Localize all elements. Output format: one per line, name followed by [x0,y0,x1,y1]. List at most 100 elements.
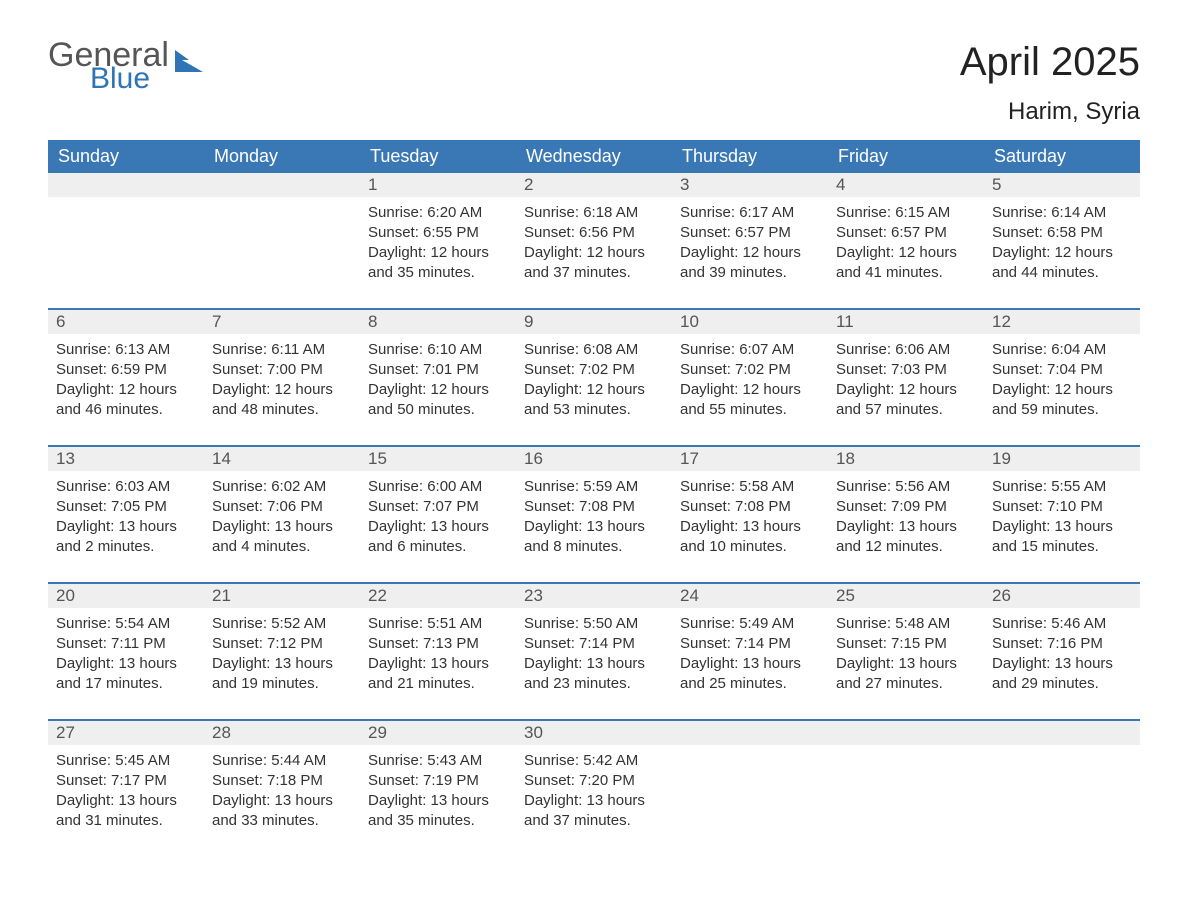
day-number [828,721,984,745]
sunrise-line: Sunrise: 5:52 AM [212,614,352,634]
daylight-line: Daylight: 12 hours and 48 minutes. [212,380,352,421]
sunrise-line: Sunrise: 6:00 AM [368,477,508,497]
daylight-line: Daylight: 13 hours and 27 minutes. [836,654,976,695]
sunset-line: Sunset: 6:57 PM [836,223,976,243]
sunrise-line: Sunrise: 6:03 AM [56,477,196,497]
day-number: 17 [672,447,828,471]
day-number: 1 [360,173,516,197]
col-wednesday: Wednesday [516,140,672,173]
calendar-day-cell: 26Sunrise: 5:46 AMSunset: 7:16 PMDayligh… [984,583,1140,720]
calendar-week-row: 13Sunrise: 6:03 AMSunset: 7:05 PMDayligh… [48,446,1140,583]
day-number: 29 [360,721,516,745]
calendar-day-cell [204,173,360,309]
logo: General Blue [48,40,205,92]
sunrise-line: Sunrise: 6:02 AM [212,477,352,497]
sunrise-line: Sunrise: 5:43 AM [368,751,508,771]
daylight-line: Daylight: 13 hours and 35 minutes. [368,791,508,832]
sunrise-line: Sunrise: 5:50 AM [524,614,664,634]
sunrise-line: Sunrise: 5:42 AM [524,751,664,771]
calendar-day-cell: 12Sunrise: 6:04 AMSunset: 7:04 PMDayligh… [984,309,1140,446]
sunrise-line: Sunrise: 6:18 AM [524,203,664,223]
day-number: 2 [516,173,672,197]
day-number: 11 [828,310,984,334]
daylight-line: Daylight: 12 hours and 55 minutes. [680,380,820,421]
day-content: Sunrise: 5:58 AMSunset: 7:08 PMDaylight:… [672,471,828,582]
day-number [984,721,1140,745]
sunset-line: Sunset: 7:12 PM [212,634,352,654]
logo-flag-icon [175,50,205,74]
day-content: Sunrise: 6:10 AMSunset: 7:01 PMDaylight:… [360,334,516,445]
daylight-line: Daylight: 12 hours and 35 minutes. [368,243,508,284]
sunrise-line: Sunrise: 6:20 AM [368,203,508,223]
day-content [672,745,828,855]
header: General Blue April 2025 [48,40,1140,92]
sunset-line: Sunset: 7:02 PM [524,360,664,380]
calendar-day-cell: 11Sunrise: 6:06 AMSunset: 7:03 PMDayligh… [828,309,984,446]
daylight-line: Daylight: 13 hours and 15 minutes. [992,517,1132,558]
day-number [672,721,828,745]
sunset-line: Sunset: 6:57 PM [680,223,820,243]
sunset-line: Sunset: 7:04 PM [992,360,1132,380]
sunrise-line: Sunrise: 6:07 AM [680,340,820,360]
calendar-day-cell: 27Sunrise: 5:45 AMSunset: 7:17 PMDayligh… [48,720,204,856]
calendar-day-cell: 18Sunrise: 5:56 AMSunset: 7:09 PMDayligh… [828,446,984,583]
calendar-day-cell: 22Sunrise: 5:51 AMSunset: 7:13 PMDayligh… [360,583,516,720]
daylight-line: Daylight: 12 hours and 44 minutes. [992,243,1132,284]
daylight-line: Daylight: 13 hours and 21 minutes. [368,654,508,695]
daylight-line: Daylight: 12 hours and 39 minutes. [680,243,820,284]
sunset-line: Sunset: 7:06 PM [212,497,352,517]
calendar-week-row: 1Sunrise: 6:20 AMSunset: 6:55 PMDaylight… [48,173,1140,309]
daylight-line: Daylight: 13 hours and 17 minutes. [56,654,196,695]
day-content: Sunrise: 6:07 AMSunset: 7:02 PMDaylight:… [672,334,828,445]
day-content: Sunrise: 6:08 AMSunset: 7:02 PMDaylight:… [516,334,672,445]
daylight-line: Daylight: 13 hours and 31 minutes. [56,791,196,832]
sunrise-line: Sunrise: 5:54 AM [56,614,196,634]
col-sunday: Sunday [48,140,204,173]
day-number: 21 [204,584,360,608]
daylight-line: Daylight: 12 hours and 41 minutes. [836,243,976,284]
calendar-day-cell: 14Sunrise: 6:02 AMSunset: 7:06 PMDayligh… [204,446,360,583]
col-monday: Monday [204,140,360,173]
day-number: 19 [984,447,1140,471]
calendar-day-cell [672,720,828,856]
col-saturday: Saturday [984,140,1140,173]
sunset-line: Sunset: 7:05 PM [56,497,196,517]
day-number: 3 [672,173,828,197]
sunrise-line: Sunrise: 5:55 AM [992,477,1132,497]
sunrise-line: Sunrise: 5:51 AM [368,614,508,634]
daylight-line: Daylight: 13 hours and 12 minutes. [836,517,976,558]
sunset-line: Sunset: 6:59 PM [56,360,196,380]
day-content: Sunrise: 5:42 AMSunset: 7:20 PMDaylight:… [516,745,672,856]
day-content: Sunrise: 5:51 AMSunset: 7:13 PMDaylight:… [360,608,516,719]
calendar-day-cell: 3Sunrise: 6:17 AMSunset: 6:57 PMDaylight… [672,173,828,309]
day-number: 22 [360,584,516,608]
day-number: 5 [984,173,1140,197]
sunset-line: Sunset: 6:55 PM [368,223,508,243]
day-number: 9 [516,310,672,334]
daylight-line: Daylight: 13 hours and 29 minutes. [992,654,1132,695]
sunrise-line: Sunrise: 6:14 AM [992,203,1132,223]
calendar-day-cell: 5Sunrise: 6:14 AMSunset: 6:58 PMDaylight… [984,173,1140,309]
sunrise-line: Sunrise: 6:11 AM [212,340,352,360]
day-content: Sunrise: 5:59 AMSunset: 7:08 PMDaylight:… [516,471,672,582]
day-number: 28 [204,721,360,745]
daylight-line: Daylight: 13 hours and 10 minutes. [680,517,820,558]
day-content [984,745,1140,855]
sunset-line: Sunset: 7:19 PM [368,771,508,791]
day-number: 4 [828,173,984,197]
day-content: Sunrise: 6:11 AMSunset: 7:00 PMDaylight:… [204,334,360,445]
logo-text-blue: Blue [90,65,169,92]
day-content: Sunrise: 5:48 AMSunset: 7:15 PMDaylight:… [828,608,984,719]
calendar-day-cell: 6Sunrise: 6:13 AMSunset: 6:59 PMDaylight… [48,309,204,446]
day-number: 23 [516,584,672,608]
page-title: April 2025 [960,40,1140,85]
day-number: 18 [828,447,984,471]
day-number: 24 [672,584,828,608]
sunrise-line: Sunrise: 6:08 AM [524,340,664,360]
sunset-line: Sunset: 7:15 PM [836,634,976,654]
sunrise-line: Sunrise: 6:13 AM [56,340,196,360]
day-content: Sunrise: 6:13 AMSunset: 6:59 PMDaylight:… [48,334,204,445]
day-content: Sunrise: 5:44 AMSunset: 7:18 PMDaylight:… [204,745,360,856]
col-tuesday: Tuesday [360,140,516,173]
sunset-line: Sunset: 7:10 PM [992,497,1132,517]
